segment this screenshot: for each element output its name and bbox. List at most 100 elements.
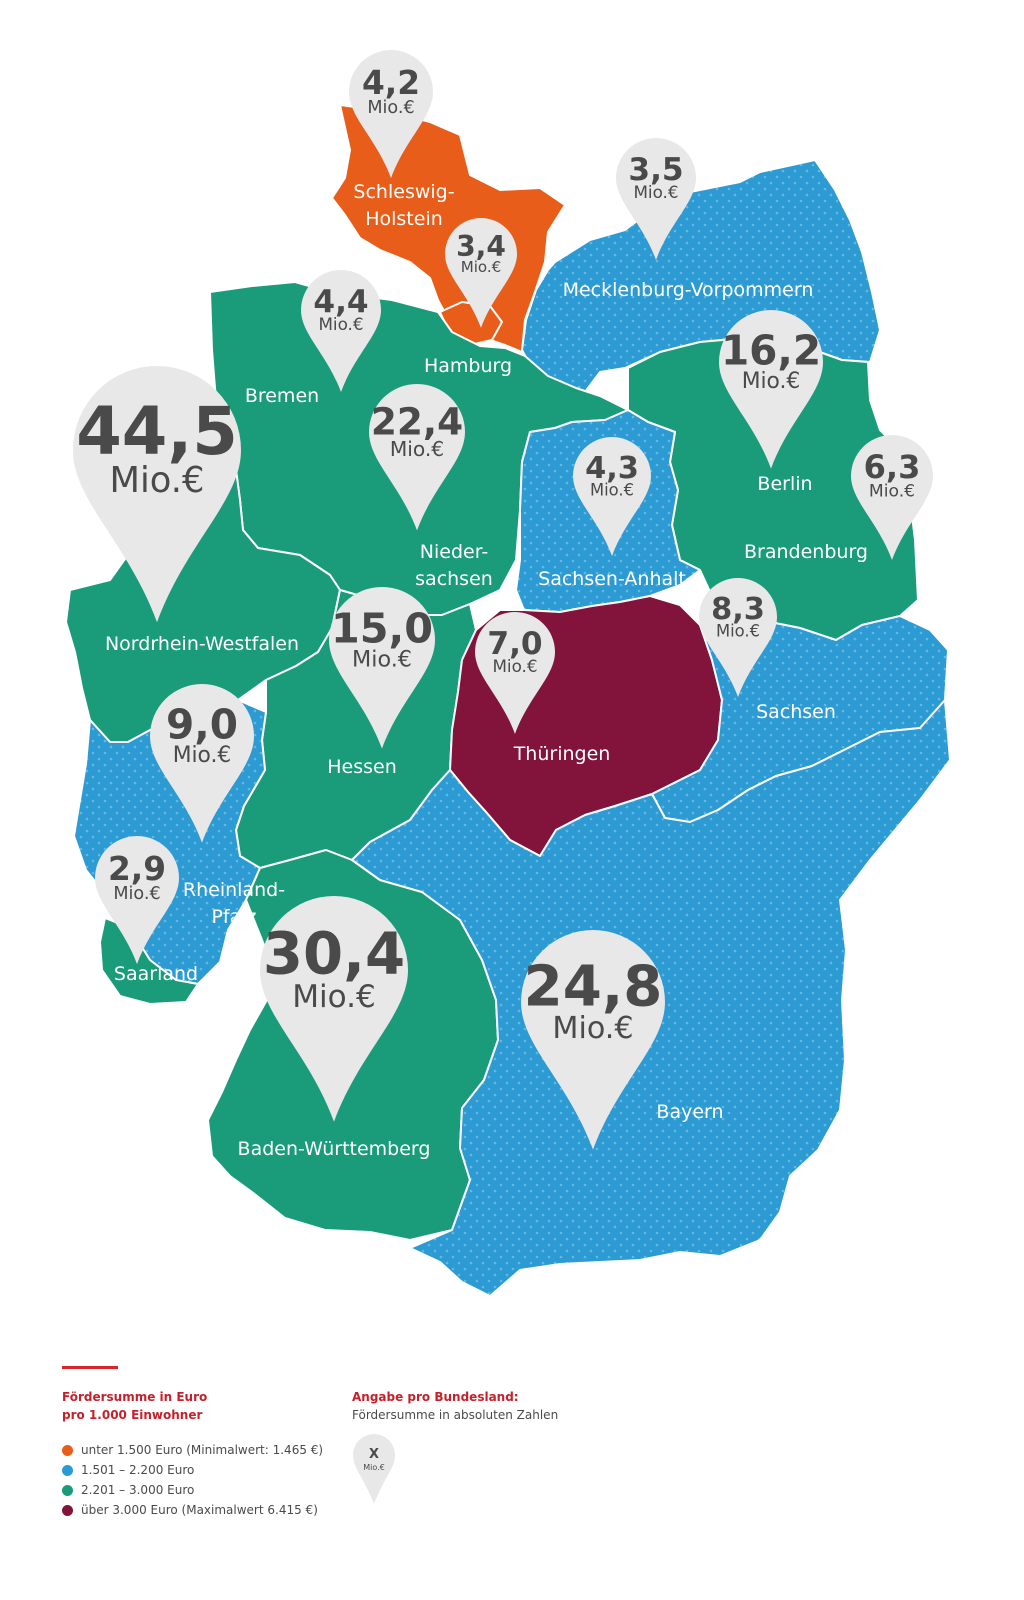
state-label-sachsen-anhalt: Sachsen-Anhalt bbox=[538, 568, 686, 590]
pin-icon bbox=[260, 896, 408, 1122]
pin-unit-sachsen: Mio.€ bbox=[716, 622, 760, 641]
legend-pin-value: X bbox=[369, 1447, 379, 1462]
state-label-bayern: Bayern bbox=[656, 1101, 723, 1123]
pin-icon bbox=[475, 612, 555, 734]
legend-title-line-2: pro 1.000 Einwohner bbox=[62, 1408, 203, 1422]
pin-icon bbox=[73, 366, 241, 623]
pin-value-nordrhein-westfalen: 44,5 bbox=[76, 394, 238, 470]
pin-unit-mecklenburg-vorpommern: Mio.€ bbox=[633, 182, 678, 202]
pin-value-sachsen-anhalt: 4,3 bbox=[585, 451, 639, 486]
pin-value-saarland: 2,9 bbox=[108, 850, 166, 888]
pin-icon bbox=[851, 435, 933, 561]
state-label-schleswig-holstein-2: Holstein bbox=[365, 208, 443, 230]
pin-value-bremen: 4,4 bbox=[313, 284, 368, 320]
state-label-nordrhein-westfalen: Nordrhein-Westfalen bbox=[105, 633, 299, 655]
pin-value-hamburg: 3,4 bbox=[456, 230, 506, 263]
state-label-hessen: Hessen bbox=[327, 756, 397, 778]
legend-item-label: 2.201 – 3.000 Euro bbox=[81, 1483, 195, 1497]
state-label-schleswig-holstein-1: Schleswig- bbox=[353, 181, 454, 203]
pin-icon bbox=[329, 587, 435, 749]
pin-value-bayern: 24,8 bbox=[524, 955, 663, 1020]
pin-unit-rheinland-pfalz: Mio.€ bbox=[173, 743, 232, 768]
legend-item-label: unter 1.500 Euro (Minimalwert: 1.465 €) bbox=[81, 1443, 324, 1457]
legend-dot-icon bbox=[62, 1504, 73, 1516]
legend-title-line-1: Fördersumme in Euro bbox=[62, 1390, 208, 1404]
pin-icon bbox=[301, 270, 381, 392]
pin-value-berlin: 16,2 bbox=[721, 327, 821, 375]
state-label-bremen: Bremen bbox=[245, 385, 319, 407]
legend-pin-unit: Mio.€ bbox=[363, 1463, 385, 1472]
pin-unit-schleswig-holstein: Mio.€ bbox=[367, 98, 414, 118]
pin-value-mecklenburg-vorpommern: 3,5 bbox=[628, 152, 683, 188]
pin-value-hessen: 15,0 bbox=[331, 605, 433, 653]
legend-item-label: 1.501 – 2.200 Euro bbox=[81, 1463, 195, 1477]
pin-icon bbox=[719, 310, 823, 469]
legend-pin-title: Angabe pro Bundesland: bbox=[352, 1390, 519, 1404]
legend-title: Fördersumme in Euro pro 1.000 Einwohner bbox=[62, 1388, 207, 1424]
legend-item-4: über 3.000 Euro (Maximalwert 6.415 €) bbox=[62, 1500, 323, 1520]
pin-icon bbox=[573, 437, 651, 556]
legend-pin-icon: X Mio.€ bbox=[353, 1434, 395, 1504]
pin-icon bbox=[445, 218, 517, 328]
legend-dot-icon bbox=[62, 1444, 73, 1456]
pin-unit-brandenburg: Mio.€ bbox=[869, 482, 915, 502]
germany-map: Schleswig- Holstein Hamburg Mecklenburg-Vor… bbox=[65, 50, 951, 1297]
state-label-saarland: Saarland bbox=[114, 963, 198, 985]
pin-icon bbox=[95, 836, 179, 965]
legend-divider bbox=[62, 1366, 118, 1369]
pin-icon bbox=[150, 684, 254, 843]
pin-unit-sachsen-anhalt: Mio.€ bbox=[590, 481, 634, 500]
pin-value-schleswig-holstein: 4,2 bbox=[362, 64, 420, 102]
state-label-baden-wuerttemberg: Baden-Württemberg bbox=[238, 1138, 431, 1160]
legend-dot-icon bbox=[62, 1484, 73, 1496]
state-label-niedersachsen-2: sachsen bbox=[415, 568, 493, 590]
state-label-niedersachsen-1: Nieder- bbox=[420, 541, 488, 563]
pin-value-niedersachsen: 22,4 bbox=[371, 399, 463, 443]
legend-item-2: 1.501 – 2.200 Euro bbox=[62, 1460, 323, 1480]
pin-unit-hessen: Mio.€ bbox=[352, 647, 412, 673]
legend-pin-subtitle: Fördersumme in absoluten Zahlen bbox=[352, 1408, 559, 1422]
pin-unit-berlin: Mio.€ bbox=[742, 369, 801, 394]
state-label-hamburg: Hamburg bbox=[424, 355, 512, 377]
pin-unit-bremen: Mio.€ bbox=[318, 314, 363, 334]
pin-value-brandenburg: 6,3 bbox=[864, 448, 921, 486]
state-label-mecklenburg-vorpommern: Mecklenburg-Vorpommern bbox=[563, 279, 814, 301]
legend: Fördersumme in Euro pro 1.000 Einwohner … bbox=[0, 1330, 1024, 1600]
legend-item-1: unter 1.500 Euro (Minimalwert: 1.465 €) bbox=[62, 1440, 323, 1460]
state-label-rheinland-pfalz-1: Rheinland- bbox=[183, 879, 285, 901]
legend-dot-icon bbox=[62, 1464, 73, 1476]
state-label-brandenburg: Brandenburg bbox=[744, 541, 868, 563]
pin-value-thueringen: 7,0 bbox=[487, 626, 542, 662]
legend-item-3: 2.201 – 3.000 Euro bbox=[62, 1480, 323, 1500]
pin-unit-niedersachsen: Mio.€ bbox=[390, 437, 444, 461]
pin-value-baden-wuerttemberg: 30,4 bbox=[263, 920, 405, 988]
state-label-sachsen: Sachsen bbox=[756, 701, 836, 723]
pin-unit-hamburg: Mio.€ bbox=[461, 258, 502, 276]
pin-unit-bayern: Mio.€ bbox=[552, 1011, 633, 1046]
state-label-thueringen: Thüringen bbox=[513, 743, 611, 765]
pin-value-sachsen: 8,3 bbox=[711, 592, 765, 627]
state-label-rheinland-pfalz-2: Pfalz bbox=[211, 906, 256, 928]
pin-unit-baden-wuerttemberg: Mio.€ bbox=[292, 979, 376, 1015]
pin-icon bbox=[616, 138, 696, 260]
pin-icon bbox=[369, 384, 465, 531]
legend-items: unter 1.500 Euro (Minimalwert: 1.465 €) 1… bbox=[62, 1440, 323, 1520]
legend-item-label: über 3.000 Euro (Maximalwert 6.415 €) bbox=[81, 1503, 318, 1517]
pin-icon bbox=[699, 578, 777, 697]
pin-unit-saarland: Mio.€ bbox=[113, 884, 160, 904]
pin-icon bbox=[349, 50, 433, 179]
